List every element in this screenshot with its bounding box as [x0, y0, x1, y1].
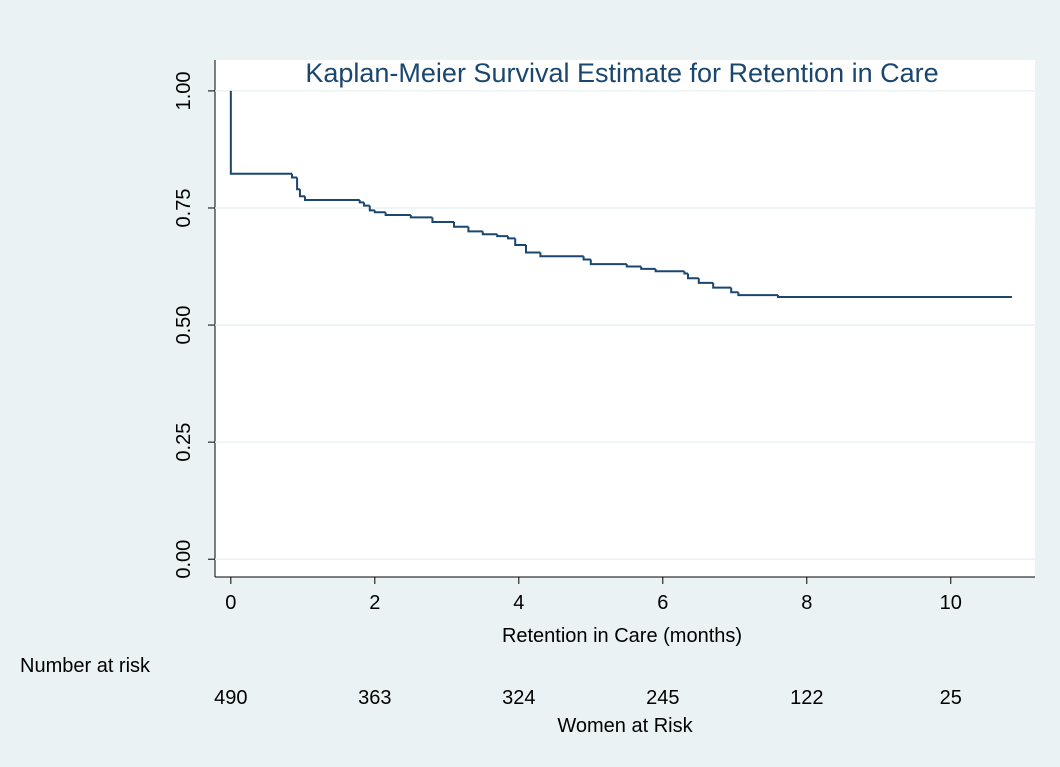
survival-step: [582, 256, 591, 261]
survival-step: [496, 234, 509, 238]
survival-step: [409, 215, 433, 219]
survival-step: [697, 278, 714, 284]
y-tick-label: 1.00: [173, 71, 195, 110]
survival-step: [683, 271, 688, 275]
y-tick-label: 0.00: [173, 540, 195, 579]
risk-count: 25: [940, 687, 962, 709]
y-tick-label: 0.50: [173, 306, 195, 345]
risk-count: 490: [214, 687, 247, 709]
x-tick-label: 10: [940, 592, 962, 614]
survival-step: [625, 264, 642, 268]
risk-table-label: Women at Risk: [557, 715, 693, 737]
survival-step: [776, 295, 1012, 298]
survival-step: [640, 266, 656, 270]
risk-count: 122: [790, 687, 823, 709]
risk-count: 324: [502, 687, 535, 709]
survival-step: [373, 210, 386, 214]
y-tick-label: 0.75: [173, 189, 195, 228]
survival-step: [229, 90, 293, 175]
survival-step: [525, 244, 541, 254]
x-tick-label: 2: [369, 592, 380, 614]
x-tick-label: 4: [513, 592, 524, 614]
risk-count: 363: [358, 687, 391, 709]
survival-step: [712, 282, 732, 289]
survival-step: [431, 217, 455, 224]
survival-step: [384, 212, 411, 217]
risk-count: 245: [646, 687, 679, 709]
chart-title: Kaplan-Meier Survival Estimate for Reten…: [305, 58, 938, 88]
survival-step: [303, 196, 360, 202]
survival-step: [514, 238, 527, 246]
survival-step: [368, 205, 375, 212]
y-tick-label: 0.25: [173, 423, 195, 462]
survival-step: [737, 292, 778, 297]
survival-step: [363, 202, 370, 207]
x-tick-label: 8: [801, 592, 812, 614]
survival-step: [467, 226, 483, 233]
survival-step: [539, 252, 584, 258]
survival-step: [481, 231, 498, 236]
x-tick-label: 6: [657, 592, 668, 614]
survival-step: [291, 173, 298, 179]
risk-table-title: Number at risk: [20, 655, 151, 677]
x-axis-label: Retention in Care (months): [502, 625, 742, 647]
survival-step: [589, 259, 627, 266]
survival-step: [730, 287, 739, 294]
x-tick-label: 0: [225, 592, 236, 614]
survival-step: [654, 268, 685, 273]
survival-step: [298, 189, 305, 198]
survival-step: [453, 222, 469, 228]
plot-area: [215, 60, 1035, 577]
survival-step: [507, 236, 516, 240]
survival-step: [358, 200, 365, 204]
survival-step: [686, 273, 699, 280]
